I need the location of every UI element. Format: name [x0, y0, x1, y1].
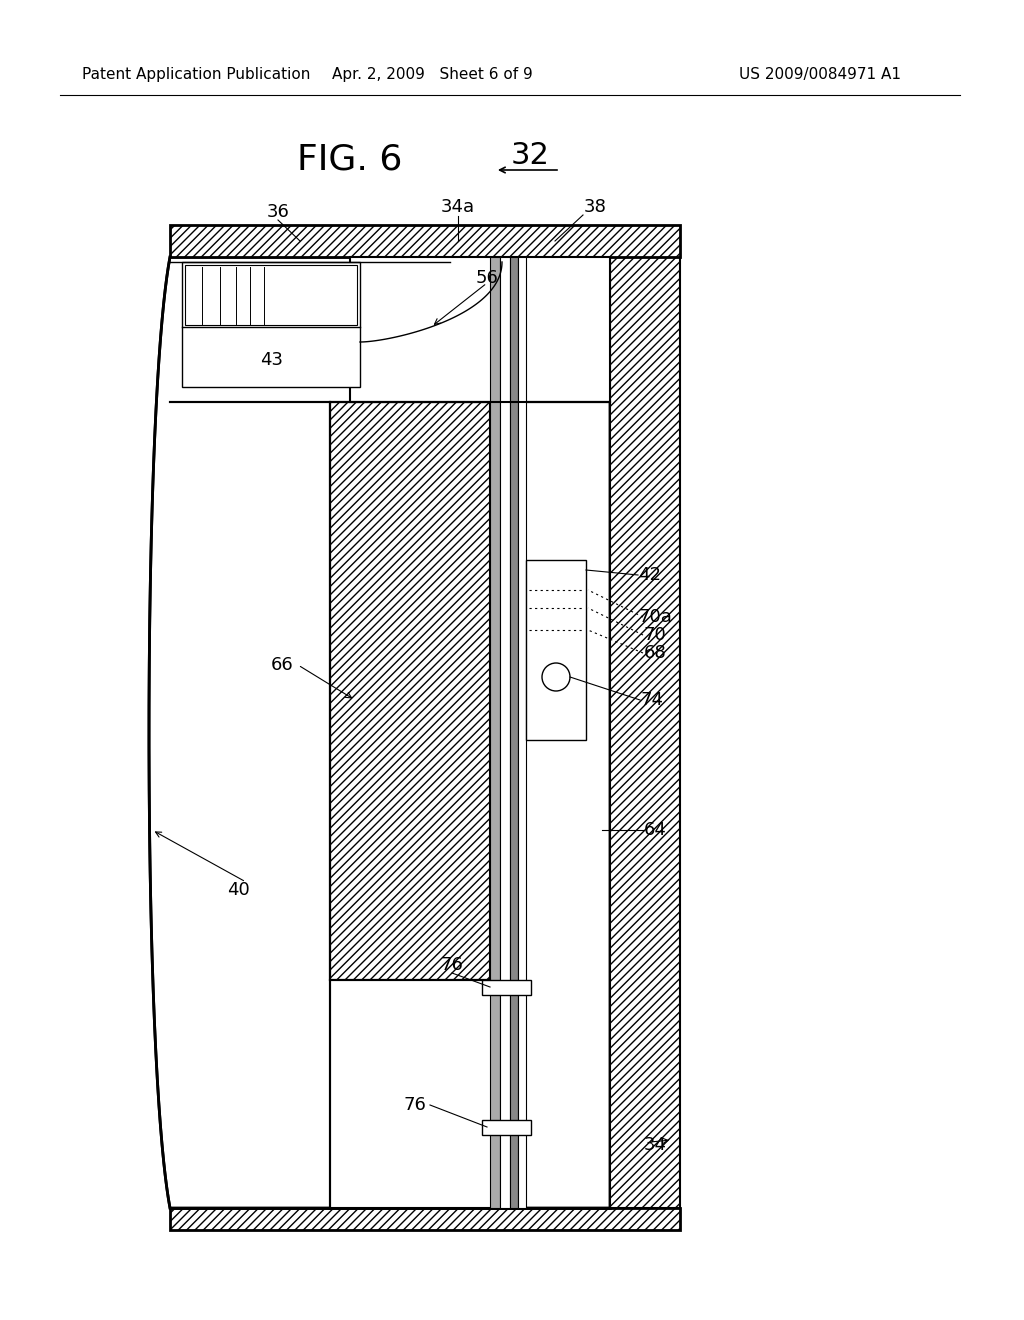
Text: 76: 76 — [403, 1096, 426, 1114]
Bar — [482, 979, 531, 995]
Bar — [330, 979, 520, 1208]
Bar — [330, 403, 490, 979]
Bar — [610, 257, 680, 1208]
Bar — [170, 224, 680, 257]
Text: 74: 74 — [640, 690, 664, 709]
Text: 70: 70 — [644, 626, 667, 644]
Bar — [500, 257, 510, 1208]
Bar — [170, 1208, 680, 1230]
Bar — [490, 257, 500, 1208]
Polygon shape — [150, 257, 610, 1208]
Bar — [170, 1208, 680, 1230]
Bar — [330, 403, 490, 979]
Bar — [482, 1119, 531, 1135]
Bar — [510, 257, 518, 1208]
Bar — [170, 224, 680, 257]
Bar — [610, 257, 680, 1208]
Text: 38: 38 — [584, 198, 606, 216]
Text: US 2009/0084971 A1: US 2009/0084971 A1 — [739, 67, 901, 82]
Bar — [182, 261, 360, 387]
Text: 36: 36 — [266, 203, 290, 220]
Bar — [518, 257, 526, 1208]
Text: 40: 40 — [226, 880, 250, 899]
Text: 42: 42 — [639, 566, 662, 583]
Bar — [526, 560, 586, 741]
Text: 64: 64 — [643, 821, 667, 840]
Text: 70a: 70a — [638, 609, 672, 626]
Text: Apr. 2, 2009   Sheet 6 of 9: Apr. 2, 2009 Sheet 6 of 9 — [332, 67, 532, 82]
Text: Patent Application Publication: Patent Application Publication — [82, 67, 310, 82]
Text: 68: 68 — [644, 644, 667, 663]
Text: 43: 43 — [260, 351, 284, 370]
Bar — [185, 265, 357, 325]
Text: 34a: 34a — [441, 198, 475, 216]
Text: 34: 34 — [643, 1137, 667, 1154]
Text: FIG. 6: FIG. 6 — [297, 143, 402, 177]
Text: 76: 76 — [440, 956, 464, 974]
Text: 66: 66 — [270, 656, 293, 675]
Text: 32: 32 — [511, 140, 550, 169]
Text: 56: 56 — [475, 269, 499, 286]
Bar — [350, 257, 610, 403]
